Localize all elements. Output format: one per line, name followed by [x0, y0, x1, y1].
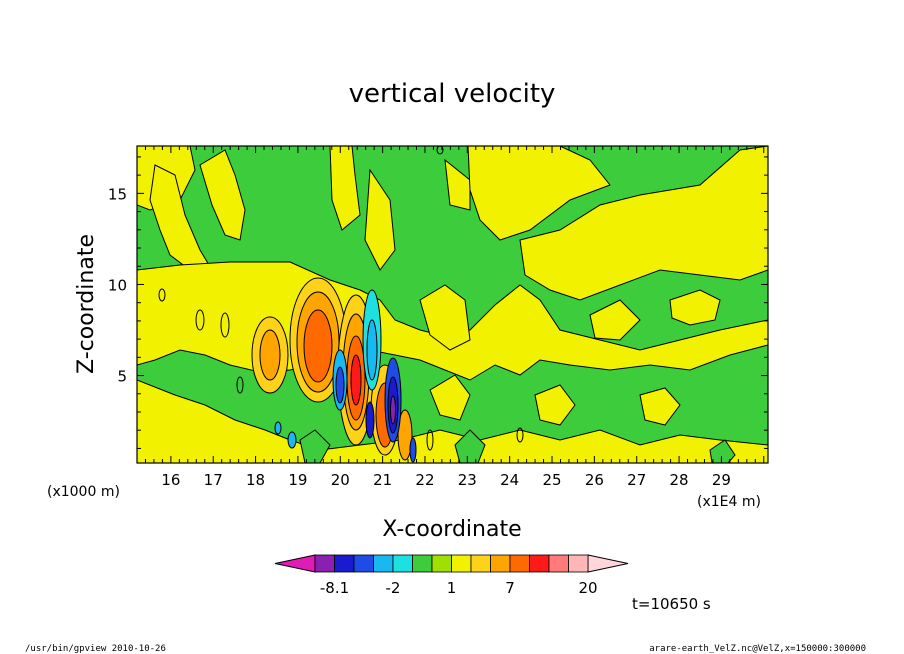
x-axis-title: X-coordinate: [382, 517, 521, 542]
colorbar-segment: [431, 554, 452, 573]
colorbar-segment: [451, 554, 472, 573]
x-tick-label: 19: [288, 471, 307, 489]
colorbar-label: 7: [505, 579, 515, 597]
core-inner: [303, 309, 333, 383]
yellow-region: [364, 168, 396, 271]
chart-title: vertical velocity: [349, 79, 556, 109]
yellow-region: [419, 284, 471, 351]
yellow-region: [429, 374, 471, 421]
x-tick-label: 24: [500, 471, 519, 489]
yellow-region: [199, 149, 246, 241]
y-tick-label: 5: [117, 368, 127, 386]
core-outline: [397, 409, 413, 461]
colorbar-segment: [314, 554, 335, 573]
neg-core-outline: [409, 437, 417, 463]
yellow-region: [534, 384, 576, 426]
x-tick-label: 18: [246, 471, 265, 489]
small-contour: [236, 376, 244, 394]
colorbar-label: -8.1: [320, 579, 349, 597]
time-label: t=10650 s: [632, 595, 711, 613]
green-patches: [299, 429, 736, 463]
colorbar-segment: [412, 554, 433, 573]
footer-right: arare-earth_VelZ.nc@VelZ,x=150000:300000: [649, 644, 866, 654]
x-tick-label: 16: [161, 471, 180, 489]
colorbar-label: 1: [447, 579, 457, 597]
colorbar-segment: [509, 554, 530, 573]
y-tick-label: 15: [108, 185, 127, 203]
footer-left: /usr/bin/gpview 2010-10-26: [25, 644, 166, 654]
colorbar-segment: [373, 554, 394, 573]
colorbar-segment: [334, 554, 355, 573]
neg-core-outline: [287, 431, 297, 449]
small-contour: [158, 288, 166, 302]
contour-field: [137, 146, 768, 463]
x-tick-label: 26: [585, 471, 604, 489]
yellow-region: [444, 158, 471, 211]
colorbar-segment: [470, 554, 491, 573]
core-inner: [259, 329, 281, 381]
x-tick-label: 22: [415, 471, 434, 489]
yellow-region: [589, 299, 641, 341]
green-patch: [299, 429, 331, 463]
small-contour: [220, 312, 230, 338]
neg-core-peak: [390, 395, 396, 425]
x-tick-label: 17: [204, 471, 223, 489]
x-tick-label: 23: [458, 471, 477, 489]
x-tick-label: 28: [670, 471, 689, 489]
x-tick-label: 25: [542, 471, 561, 489]
colorbar-segment: [529, 554, 550, 573]
x-axis-ticks: 16 17 18 19 20 21 22 23 24 25 26 27 28 29: [136, 146, 765, 489]
small-contour: [516, 427, 524, 443]
x-unit-label: (x1E4 m): [697, 494, 761, 510]
colorbar-label: 20: [578, 579, 597, 597]
plot-frame: [136, 145, 769, 464]
colorbar-segment: [568, 554, 589, 573]
colorbar-max-arrow: [587, 554, 629, 573]
colorbar-segment: [548, 554, 569, 573]
green-patch: [709, 439, 736, 463]
colorbar-segment: [353, 554, 374, 573]
negative-cores: [274, 289, 417, 463]
colorbar-segment: [490, 554, 511, 573]
x-tick-label: 27: [627, 471, 646, 489]
neg-core-outline: [365, 401, 375, 439]
neg-core-outline: [274, 421, 282, 435]
x-tick-label: 29: [712, 471, 731, 489]
y-axis-title: Z-coordinate: [74, 234, 99, 374]
x-tick-label: 20: [331, 471, 350, 489]
y-unit-label: (x1000 m): [47, 484, 120, 500]
yellow-region: [329, 146, 361, 231]
small-contour: [426, 429, 434, 451]
colorbar: [274, 554, 629, 573]
yellow-region: [639, 387, 681, 426]
small-contour: [436, 146, 444, 155]
small-contour: [195, 309, 205, 331]
y-tick-label: 10: [108, 276, 127, 294]
colorbar-label: -2: [386, 579, 401, 597]
yellow-region: [669, 289, 721, 326]
neg-core-inner: [335, 366, 345, 404]
y-axis-ticks: 5 10 15: [108, 156, 768, 449]
colorbar-segment: [392, 554, 413, 573]
x-tick-label: 21: [373, 471, 392, 489]
core-peak: [350, 354, 362, 406]
small-contours: [158, 146, 524, 451]
yellow-region: [519, 146, 768, 301]
neg-core-inner: [366, 319, 378, 381]
colorbar-labels: -8.1 -2 1 7 20: [320, 579, 598, 597]
colorbar-min-arrow: [274, 554, 316, 573]
yellow-region: [467, 146, 611, 241]
